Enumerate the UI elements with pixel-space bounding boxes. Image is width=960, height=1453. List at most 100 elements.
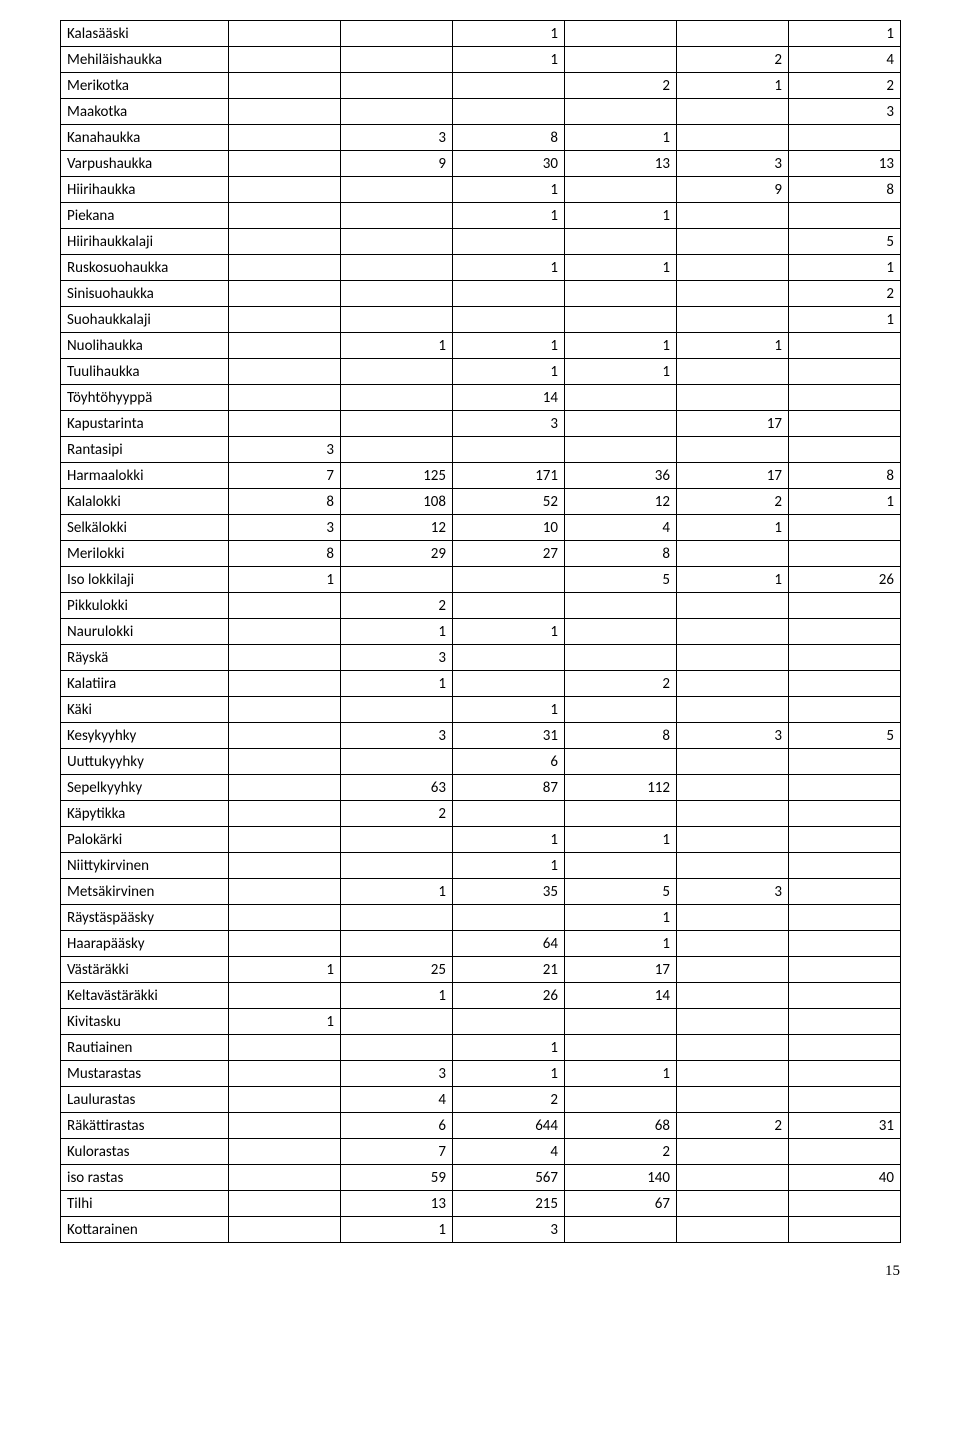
cell [229, 697, 341, 723]
cell [453, 645, 565, 671]
cell [677, 1165, 789, 1191]
row-label: Keltavästäräkki [61, 983, 229, 1009]
cell [229, 1165, 341, 1191]
cell [229, 47, 341, 73]
cell: 27 [453, 541, 565, 567]
cell [677, 983, 789, 1009]
cell: 3 [341, 645, 453, 671]
cell [341, 905, 453, 931]
row-label: Naurulokki [61, 619, 229, 645]
cell [229, 905, 341, 931]
cell: 2 [341, 593, 453, 619]
table-row: Räystäspääsky1 [61, 905, 901, 931]
cell [341, 931, 453, 957]
cell: 1 [229, 1009, 341, 1035]
table-row: Sepelkyyhky6387112 [61, 775, 901, 801]
cell [789, 619, 901, 645]
table-row: Kalalokki8108521221 [61, 489, 901, 515]
table-row: Töyhtöhyyppä14 [61, 385, 901, 411]
cell: 4 [565, 515, 677, 541]
cell: 1 [565, 255, 677, 281]
row-label: Varpushaukka [61, 151, 229, 177]
cell: 3 [453, 411, 565, 437]
cell: 5 [565, 879, 677, 905]
row-label: Laulurastas [61, 1087, 229, 1113]
cell [789, 957, 901, 983]
cell [565, 177, 677, 203]
table-row: Maakotka3 [61, 99, 901, 125]
row-label: Kalalokki [61, 489, 229, 515]
cell [453, 1009, 565, 1035]
cell [341, 697, 453, 723]
cell [565, 1087, 677, 1113]
cell: 13 [341, 1191, 453, 1217]
row-label: Västäräkki [61, 957, 229, 983]
cell: 1 [341, 983, 453, 1009]
table-row: Harmaalokki712517136178 [61, 463, 901, 489]
table-row: Naurulokki11 [61, 619, 901, 645]
cell [229, 255, 341, 281]
cell: 87 [453, 775, 565, 801]
row-label: Uuttukyyhky [61, 749, 229, 775]
table-row: Mustarastas311 [61, 1061, 901, 1087]
cell: 1 [565, 905, 677, 931]
table-row: Varpushaukka93013313 [61, 151, 901, 177]
cell: 21 [453, 957, 565, 983]
cell: 3 [677, 879, 789, 905]
cell: 8 [789, 463, 901, 489]
cell: 2 [677, 47, 789, 73]
cell: 64 [453, 931, 565, 957]
cell: 1 [341, 879, 453, 905]
cell [453, 671, 565, 697]
cell [229, 827, 341, 853]
cell [229, 73, 341, 99]
cell: 2 [453, 1087, 565, 1113]
cell [341, 21, 453, 47]
cell [229, 1217, 341, 1243]
cell [341, 385, 453, 411]
cell [229, 411, 341, 437]
cell: 1 [453, 697, 565, 723]
cell: 5 [789, 723, 901, 749]
cell [453, 99, 565, 125]
table-row: Laulurastas42 [61, 1087, 901, 1113]
cell [453, 593, 565, 619]
cell: 1 [453, 21, 565, 47]
cell [229, 99, 341, 125]
cell: 26 [453, 983, 565, 1009]
cell: 40 [789, 1165, 901, 1191]
cell: 112 [565, 775, 677, 801]
cell [229, 307, 341, 333]
cell: 3 [229, 515, 341, 541]
cell: 1 [565, 333, 677, 359]
cell: 13 [789, 151, 901, 177]
cell [789, 515, 901, 541]
table-row: Selkälokki3121041 [61, 515, 901, 541]
cell: 2 [565, 671, 677, 697]
cell [677, 281, 789, 307]
cell [677, 385, 789, 411]
cell: 5 [789, 229, 901, 255]
table-row: Hiirihaukka198 [61, 177, 901, 203]
cell [789, 749, 901, 775]
cell [565, 229, 677, 255]
cell [677, 1061, 789, 1087]
cell: 13 [565, 151, 677, 177]
cell: 7 [341, 1139, 453, 1165]
row-label: Hiirihaukkalaji [61, 229, 229, 255]
cell [229, 1035, 341, 1061]
row-label: Kulorastas [61, 1139, 229, 1165]
row-label: Metsäkirvinen [61, 879, 229, 905]
cell: 1 [453, 203, 565, 229]
cell: 1 [677, 515, 789, 541]
cell [789, 125, 901, 151]
cell [341, 853, 453, 879]
cell [789, 879, 901, 905]
cell: 1 [341, 1217, 453, 1243]
row-label: Selkälokki [61, 515, 229, 541]
cell [677, 307, 789, 333]
cell [677, 1217, 789, 1243]
row-label: Mustarastas [61, 1061, 229, 1087]
table-row: Haarapääsky641 [61, 931, 901, 957]
cell: 1 [453, 1035, 565, 1061]
